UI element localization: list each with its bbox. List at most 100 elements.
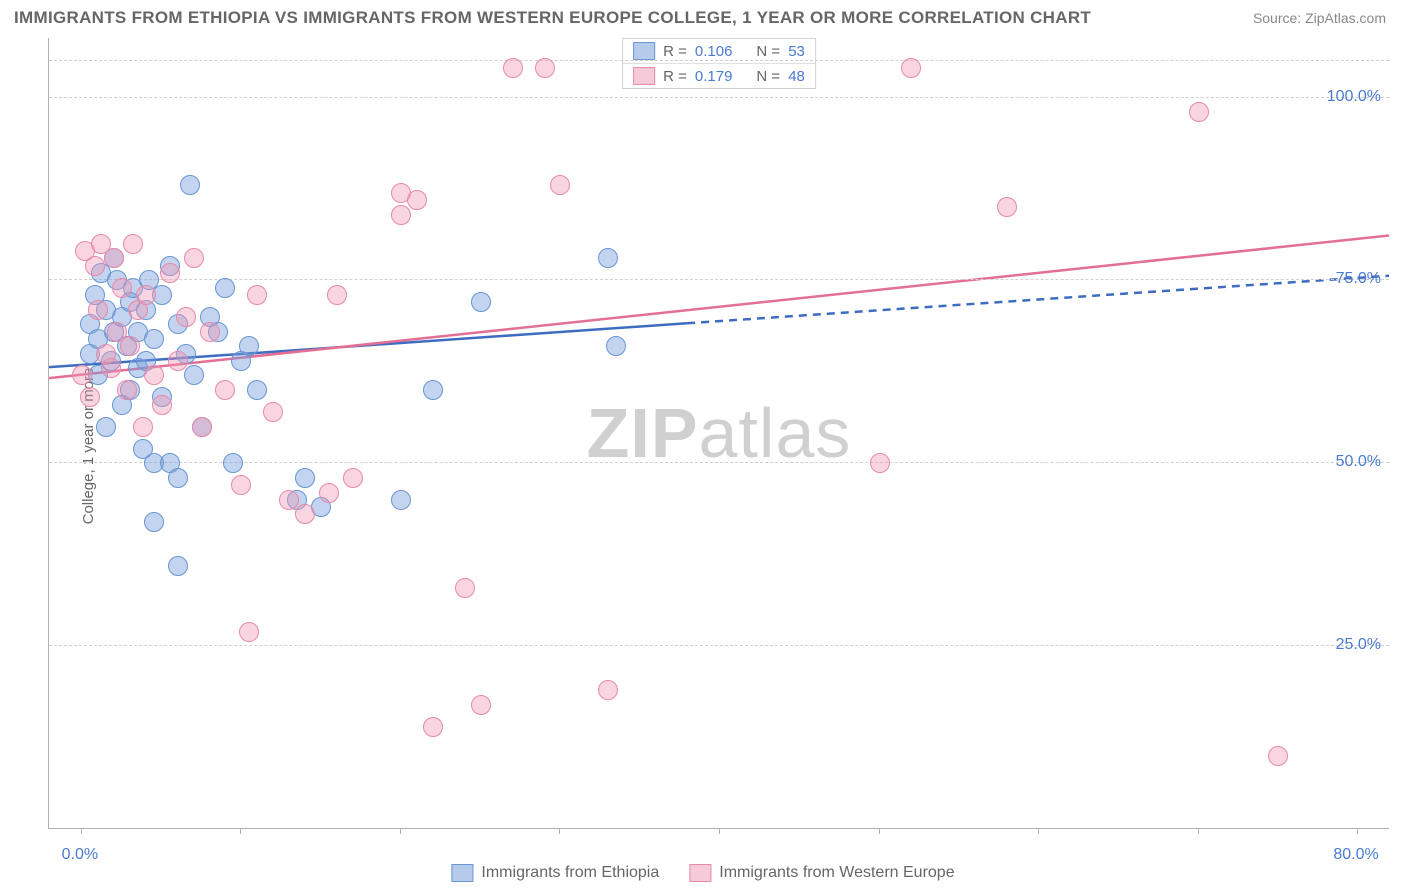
y-tick-label: 75.0% — [1336, 270, 1381, 288]
data-point — [247, 285, 267, 305]
data-point — [391, 205, 411, 225]
data-point — [343, 468, 363, 488]
legend-correlation: R = 0.106 N = 53 R = 0.179 N = 48 — [622, 38, 816, 89]
data-point — [239, 622, 259, 642]
data-point — [200, 322, 220, 342]
data-point — [85, 256, 105, 276]
data-point — [471, 292, 491, 312]
x-tick-label: 0.0% — [62, 846, 98, 864]
data-point — [133, 417, 153, 437]
data-point — [176, 307, 196, 327]
legend-r-value: 0.106 — [695, 43, 733, 60]
x-tick — [81, 828, 82, 834]
data-point — [223, 453, 243, 473]
data-point — [870, 453, 890, 473]
legend-series-item: Immigrants from Western Europe — [689, 864, 954, 882]
chart-source: Source: ZipAtlas.com — [1253, 10, 1386, 26]
legend-swatch — [689, 864, 711, 882]
legend-series-label: Immigrants from Western Europe — [719, 864, 954, 882]
trendlines-svg — [49, 38, 1389, 828]
data-point — [112, 278, 132, 298]
legend-r-label: R = — [663, 68, 687, 85]
data-point — [550, 175, 570, 195]
data-point — [160, 263, 180, 283]
gridline — [49, 279, 1389, 280]
data-point — [247, 380, 267, 400]
legend-series-label: Immigrants from Ethiopia — [481, 864, 659, 882]
data-point — [184, 248, 204, 268]
x-tick — [1198, 828, 1199, 834]
data-point — [327, 285, 347, 305]
data-point — [180, 175, 200, 195]
data-point — [239, 336, 259, 356]
y-tick-label: 50.0% — [1336, 453, 1381, 471]
data-point — [319, 483, 339, 503]
x-tick — [1357, 828, 1358, 834]
data-point — [144, 329, 164, 349]
data-point — [423, 380, 443, 400]
y-tick-label: 100.0% — [1327, 88, 1381, 106]
legend-series-item: Immigrants from Ethiopia — [451, 864, 659, 882]
data-point — [144, 512, 164, 532]
data-point — [295, 468, 315, 488]
gridline — [49, 97, 1389, 98]
data-point — [598, 680, 618, 700]
data-point — [72, 365, 92, 385]
chart-title: IMMIGRANTS FROM ETHIOPIA VS IMMIGRANTS F… — [14, 8, 1091, 28]
x-tick — [1038, 828, 1039, 834]
data-point — [997, 197, 1017, 217]
data-point — [1189, 102, 1209, 122]
data-point — [606, 336, 626, 356]
legend-swatch — [451, 864, 473, 882]
data-point — [1268, 746, 1288, 766]
data-point — [535, 58, 555, 78]
data-point — [136, 285, 156, 305]
legend-r-value: 0.179 — [695, 68, 733, 85]
gridline — [49, 60, 1389, 61]
data-point — [168, 468, 188, 488]
legend-n-label: N = — [756, 43, 780, 60]
data-point — [455, 578, 475, 598]
data-point — [123, 234, 143, 254]
gridline — [49, 645, 1389, 646]
legend-n-label: N = — [756, 68, 780, 85]
watermark: ZIPatlas — [587, 393, 852, 473]
data-point — [192, 417, 212, 437]
x-tick — [879, 828, 880, 834]
data-point — [168, 556, 188, 576]
data-point — [503, 58, 523, 78]
data-point — [168, 351, 188, 371]
data-point — [215, 380, 235, 400]
data-point — [88, 300, 108, 320]
legend-r-label: R = — [663, 43, 687, 60]
x-tick — [240, 828, 241, 834]
data-point — [279, 490, 299, 510]
data-point — [101, 358, 121, 378]
gridline — [49, 462, 1389, 463]
data-point — [96, 417, 116, 437]
plot-area: ZIPatlas R =0.106N =53R =0.179N =48 25.0… — [48, 38, 1389, 829]
legend-n-value: 53 — [788, 43, 805, 60]
legend-swatch — [633, 42, 655, 60]
data-point — [391, 490, 411, 510]
data-point — [901, 58, 921, 78]
x-tick-label: 80.0% — [1333, 846, 1378, 864]
legend-correlation-row: R = 0.179 N = 48 — [623, 63, 815, 88]
data-point — [471, 695, 491, 715]
data-point — [80, 387, 100, 407]
data-point — [152, 395, 172, 415]
data-point — [215, 278, 235, 298]
legend-n-value: 48 — [788, 68, 805, 85]
data-point — [104, 248, 124, 268]
data-point — [120, 336, 140, 356]
data-point — [231, 475, 251, 495]
x-tick — [559, 828, 560, 834]
data-point — [184, 365, 204, 385]
data-point — [295, 504, 315, 524]
x-tick — [719, 828, 720, 834]
data-point — [598, 248, 618, 268]
legend-series: Immigrants from Ethiopia Immigrants from … — [451, 864, 954, 882]
x-tick — [400, 828, 401, 834]
data-point — [423, 717, 443, 737]
data-point — [144, 365, 164, 385]
